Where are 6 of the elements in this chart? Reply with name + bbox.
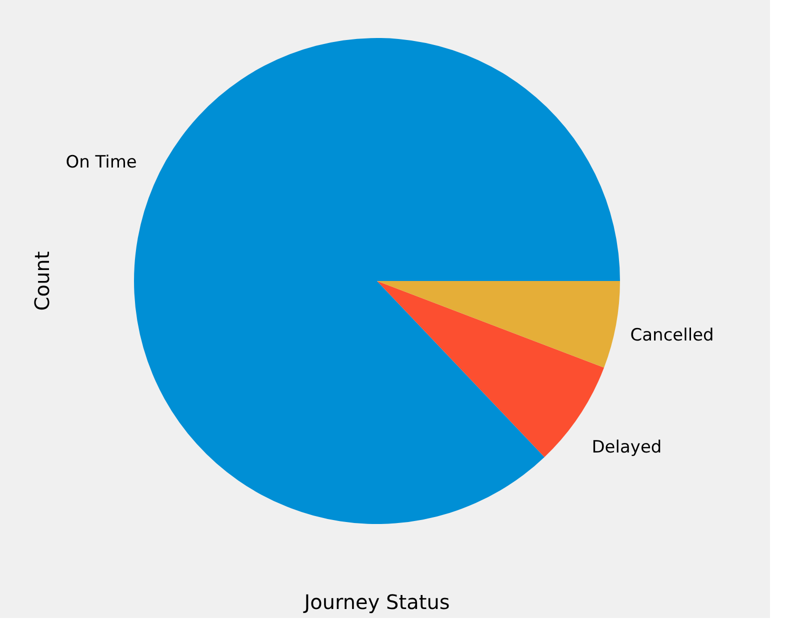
text: Count bbox=[30, 251, 54, 311]
slice-label: On Time bbox=[66, 152, 137, 173]
pie-slice bbox=[377, 281, 620, 368]
slice-label: Delayed bbox=[592, 437, 662, 458]
slice-label: Cancelled bbox=[630, 325, 714, 346]
text: Journey Status bbox=[302, 590, 450, 614]
